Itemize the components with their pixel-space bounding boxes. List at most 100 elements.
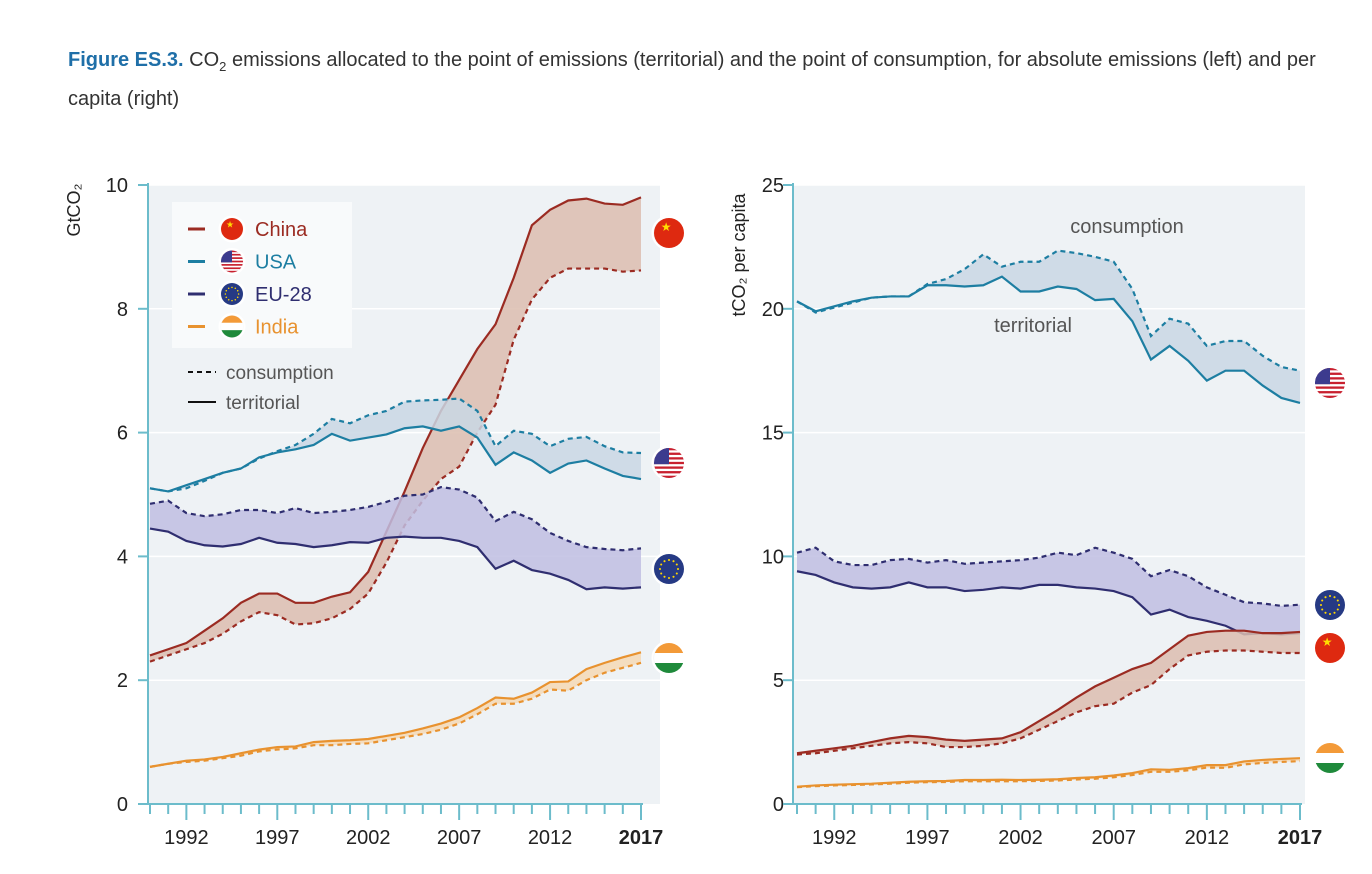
figure-number: Figure ES.3. xyxy=(68,49,184,71)
flag-star xyxy=(672,575,675,578)
legend-item-china: ★ China xyxy=(188,215,308,243)
legend-label: India xyxy=(255,317,299,339)
flag-ring xyxy=(218,280,246,308)
legend-label: China xyxy=(255,219,308,241)
usa-flag-icon xyxy=(1312,365,1348,401)
flag-body xyxy=(654,554,684,584)
flag-saffron xyxy=(1315,743,1345,753)
y-tick-label: 4 xyxy=(117,546,128,568)
flag-star xyxy=(234,287,237,290)
x-tick-label: 2012 xyxy=(1185,827,1230,849)
legend-label: USA xyxy=(255,252,297,274)
consumption-line-eu-28 xyxy=(796,546,1301,608)
usa-flag-icon xyxy=(651,445,687,481)
gap-band-china xyxy=(150,197,641,662)
flag-green xyxy=(654,663,684,673)
flag-stripe xyxy=(1315,388,1345,392)
flag-saffron xyxy=(221,315,243,323)
flag-star xyxy=(660,563,663,566)
flag-blue xyxy=(654,554,684,584)
territorial-line-china xyxy=(796,629,1301,755)
x-tick-label: 1992 xyxy=(164,827,209,849)
territorial-line-usa xyxy=(149,425,642,493)
usa-flag-icon xyxy=(218,248,246,275)
flag-star xyxy=(1324,611,1327,614)
flag-star xyxy=(231,299,233,302)
annotation-consumption: consumption xyxy=(1070,216,1183,238)
flag-stripe xyxy=(654,471,684,474)
legend-item-eu-28: EU-28 xyxy=(188,280,312,308)
flag-canton xyxy=(221,250,232,263)
legend: ★ China USA EU-28 India consumption territoria… xyxy=(172,202,352,414)
consumption-line-usa xyxy=(796,249,1301,372)
x-tick-label: 2017 xyxy=(619,827,664,849)
flag-stripe xyxy=(654,475,684,478)
flag-star xyxy=(225,289,228,292)
flag-ring xyxy=(218,248,246,275)
flag-star xyxy=(658,567,662,571)
flag-ring xyxy=(651,551,687,587)
flag-star xyxy=(663,575,666,578)
flag-red xyxy=(221,218,243,240)
consumption-line-china xyxy=(796,649,1300,756)
flag-canton xyxy=(1315,368,1330,385)
flag-ring xyxy=(1312,587,1348,623)
chart-panel-per-capita: 0 5 10 15 20 25 1992 1997 2002 2007 2012 2017 tCO₂ p… xyxy=(729,175,1348,849)
y-tick-label: 2 xyxy=(117,670,128,692)
flag-ring xyxy=(651,215,687,251)
flag-stripe xyxy=(1315,384,1345,387)
y-tick-label: 0 xyxy=(773,794,784,816)
flag-body: ★ xyxy=(1315,633,1345,663)
flag-stripe xyxy=(654,464,684,467)
flag-star xyxy=(1321,599,1324,602)
flag-star: ★ xyxy=(661,220,672,234)
flag-white xyxy=(1315,753,1345,763)
flag-white xyxy=(654,653,684,663)
china-flag-icon: ★ xyxy=(651,215,687,251)
flag-star xyxy=(1328,612,1332,616)
flag-star xyxy=(660,572,663,575)
annotation-territorial: territorial xyxy=(994,315,1072,337)
india-flag-icon xyxy=(218,313,246,340)
series-china: ★ xyxy=(796,629,1348,756)
consumption-line-india xyxy=(149,661,642,768)
flag-star xyxy=(1337,603,1341,607)
flag-star xyxy=(672,560,675,563)
x-tick-label: 2007 xyxy=(437,827,482,849)
flag-body xyxy=(221,315,243,338)
flag-star xyxy=(663,560,666,563)
flag-stripe xyxy=(1315,391,1345,394)
flag-star xyxy=(1328,594,1332,598)
consumption-line-china xyxy=(149,267,642,663)
series-india xyxy=(149,640,687,768)
flag-stripe xyxy=(221,264,243,267)
flag-star xyxy=(675,572,678,575)
flag-stripe xyxy=(654,473,684,476)
flag-body xyxy=(1315,743,1345,773)
gap-band-china xyxy=(797,630,1300,755)
legend-box xyxy=(172,202,352,348)
flag-star: ★ xyxy=(226,219,234,229)
flag-green xyxy=(1315,763,1345,773)
india-flag-icon xyxy=(1312,740,1348,776)
gap-band-usa xyxy=(797,250,1300,403)
legend-style-consumption: consumption xyxy=(188,363,334,384)
territorial-line-eu-28 xyxy=(796,570,1301,636)
gap-band-eu-28 xyxy=(797,547,1300,635)
eu-flag-icon xyxy=(218,280,246,308)
x-tick-label: 1997 xyxy=(905,827,950,849)
y-tick-label: 5 xyxy=(773,670,784,692)
legend-item-india: India xyxy=(188,313,299,340)
caption-text: emissions allocated to the point of emis… xyxy=(68,49,1316,110)
x-tick-label: 1992 xyxy=(812,827,857,849)
flag-body xyxy=(654,448,684,478)
consumption-line-eu-28 xyxy=(149,485,642,552)
series-eu-28 xyxy=(149,485,687,591)
flag-star xyxy=(1333,611,1336,614)
x-tick-label: 2007 xyxy=(1091,827,1136,849)
flag-star xyxy=(236,289,239,292)
flag-body: ★ xyxy=(221,218,243,240)
flag-green xyxy=(221,330,243,338)
x-tick-label: 1997 xyxy=(255,827,300,849)
